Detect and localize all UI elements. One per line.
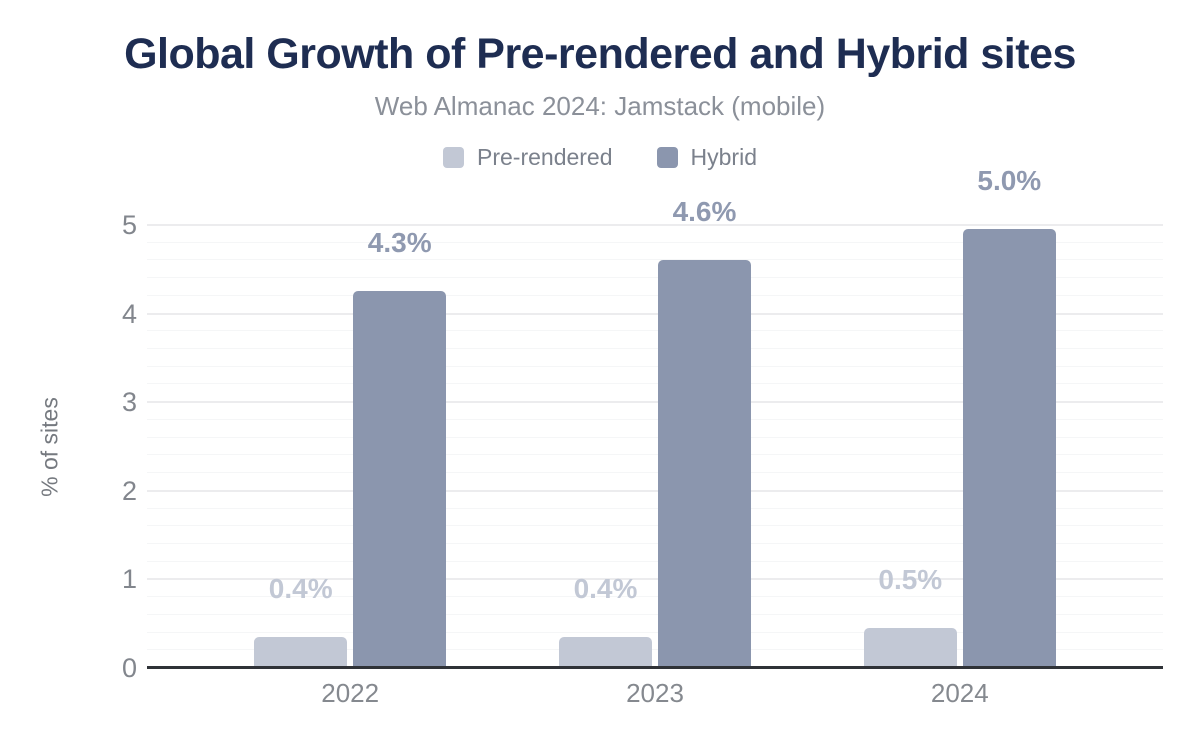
gridline-minor-4.8 xyxy=(147,241,1163,243)
y-tick-label-5: 5 xyxy=(121,210,137,240)
gridline-major-5 xyxy=(147,224,1163,226)
y-tick-label-2: 2 xyxy=(121,475,137,506)
gridline-minor-0.6 xyxy=(147,613,1163,615)
gridline-major-2 xyxy=(147,489,1163,492)
gridline-minor-3.6 xyxy=(147,348,1163,350)
gridline-minor-1.4 xyxy=(147,542,1163,544)
gridline-minor-4.4 xyxy=(147,277,1163,279)
legend-item-hybrid: Hybrid xyxy=(656,144,757,171)
x-tick-label-2024: 2024 xyxy=(930,678,989,708)
gridline-major-4 xyxy=(147,312,1163,315)
legend-swatch-pre-rendered xyxy=(443,147,464,168)
bar-value-label-pre-rendered-2022: 0.4% xyxy=(268,573,333,604)
bar-pre-rendered-2023 xyxy=(559,637,652,668)
gridline-minor-2.6 xyxy=(147,436,1163,438)
legend: Pre-rendered Hybrid xyxy=(0,144,1200,171)
gridline-minor-3.2 xyxy=(147,383,1163,385)
legend-swatch-hybrid xyxy=(656,147,678,168)
gridline-minor-2.8 xyxy=(147,418,1163,420)
bar-pre-rendered-2022 xyxy=(254,637,348,668)
gridline-minor-4.2 xyxy=(147,294,1163,296)
gridline-minor-3.4 xyxy=(147,365,1163,367)
chart-subtitle: Web Almanac 2024: Jamstack (mobile) xyxy=(374,91,826,121)
gridline-minor-0.4 xyxy=(147,631,1163,633)
gridline-minor-2.4 xyxy=(147,454,1163,456)
gridline-minor-2.2 xyxy=(147,472,1163,474)
bar-value-label-hybrid-2023: 4.6% xyxy=(672,196,737,228)
x-tick-label-2022: 2022 xyxy=(321,678,380,708)
gridline-minor-1.6 xyxy=(147,525,1163,527)
gridline-minor-1.2 xyxy=(147,560,1163,562)
plot-area: 0.4% 4.3% 0.4% 4.6% 0.5% 5.0% xyxy=(147,167,1163,668)
gridline-minor-4.6 xyxy=(147,259,1163,261)
bar-value-label-hybrid-2024: 5.0% xyxy=(977,165,1042,197)
y-tick-label-4: 4 xyxy=(121,298,137,329)
x-axis-line xyxy=(147,666,1163,669)
gridline-minor-0.8 xyxy=(147,596,1163,598)
gridline-minor-0.2 xyxy=(147,649,1163,651)
chart-title: Global Growth of Pre-rendered and Hybrid… xyxy=(124,30,1076,78)
gridline-major-3 xyxy=(147,401,1163,404)
gridline-minor-3.8 xyxy=(147,330,1163,332)
x-tick-label-2023: 2023 xyxy=(626,678,684,708)
bar-hybrid-2024 xyxy=(962,229,1056,668)
bar-value-label-hybrid-2022: 4.3% xyxy=(367,226,432,258)
gridline-major-1 xyxy=(147,578,1163,581)
bar-value-label-pre-rendered-2023: 0.4% xyxy=(573,573,638,604)
gridline-minor-1.8 xyxy=(147,507,1163,509)
bar-value-label-pre-rendered-2024: 0.5% xyxy=(878,564,943,596)
legend-label-hybrid: Hybrid xyxy=(690,144,757,170)
y-tick-label-1: 1 xyxy=(121,564,137,595)
legend-item-pre-rendered: Pre-rendered xyxy=(443,144,613,171)
bar-hybrid-2022 xyxy=(353,290,447,668)
bar-pre-rendered-2024 xyxy=(863,628,957,668)
bar-hybrid-2023 xyxy=(658,260,751,668)
y-tick-label-0: 0 xyxy=(121,653,137,683)
legend-label-pre-rendered: Pre-rendered xyxy=(477,144,613,170)
y-tick-label-3: 3 xyxy=(121,387,137,418)
